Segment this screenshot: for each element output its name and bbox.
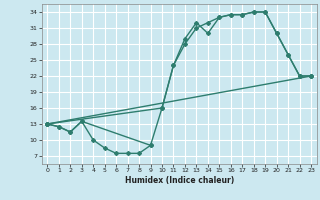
- X-axis label: Humidex (Indice chaleur): Humidex (Indice chaleur): [124, 176, 234, 185]
